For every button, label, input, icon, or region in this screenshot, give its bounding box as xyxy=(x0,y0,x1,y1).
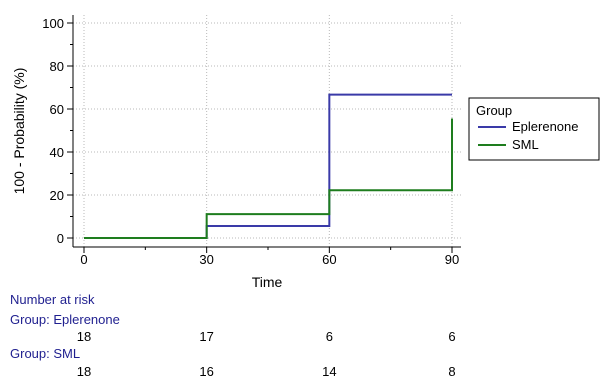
risk-group-label-sml: Group: SML xyxy=(10,346,81,361)
y-tick-label-0: 0 xyxy=(57,231,64,246)
y-tick-label-40: 40 xyxy=(50,145,64,160)
risk-table-title: Number at risk xyxy=(10,292,95,307)
risk-group-label-eplerenone: Group: Eplerenone xyxy=(10,312,120,327)
axis-layer: 0 20 40 60 80 100 0 30 60 90 Time 100 - Probability… xyxy=(11,15,461,290)
series-layer xyxy=(84,93,453,239)
y-tick-label-20: 20 xyxy=(50,188,64,203)
risk-count: 18 xyxy=(76,329,92,344)
legend-box xyxy=(468,97,600,161)
risk-count: 6 xyxy=(448,329,456,344)
grid-layer xyxy=(73,15,461,247)
y-tick-label-80: 80 xyxy=(50,59,64,74)
km-chart: 0 20 40 60 80 100 0 30 60 90 Time 100 - Probability… xyxy=(11,15,600,290)
risk-count: 17 xyxy=(199,329,214,344)
y-tick-label-100: 100 xyxy=(42,16,64,31)
series-line-eplerenone xyxy=(84,93,452,239)
series-line-sml xyxy=(84,118,453,239)
legend-label-eplerenone: Eplerenone xyxy=(512,119,579,134)
x-tick-label-30: 30 xyxy=(199,252,213,267)
risk-count: 14 xyxy=(322,364,337,379)
x-tick-label-0: 0 xyxy=(80,252,87,267)
risk-count: 18 xyxy=(76,364,92,379)
risk-count: 16 xyxy=(199,364,214,379)
risk-count: 8 xyxy=(448,364,456,379)
x-tick-label-60: 60 xyxy=(322,252,336,267)
y-axis-title: 100 - Probability (%) xyxy=(11,68,27,195)
legend-title: Group xyxy=(476,103,512,118)
x-tick-label-90: 90 xyxy=(445,252,459,267)
y-tick-label-60: 60 xyxy=(50,102,64,117)
risk-count: 6 xyxy=(325,329,333,344)
legend-label-sml: SML xyxy=(512,137,539,152)
x-axis-title: Time xyxy=(252,274,283,290)
